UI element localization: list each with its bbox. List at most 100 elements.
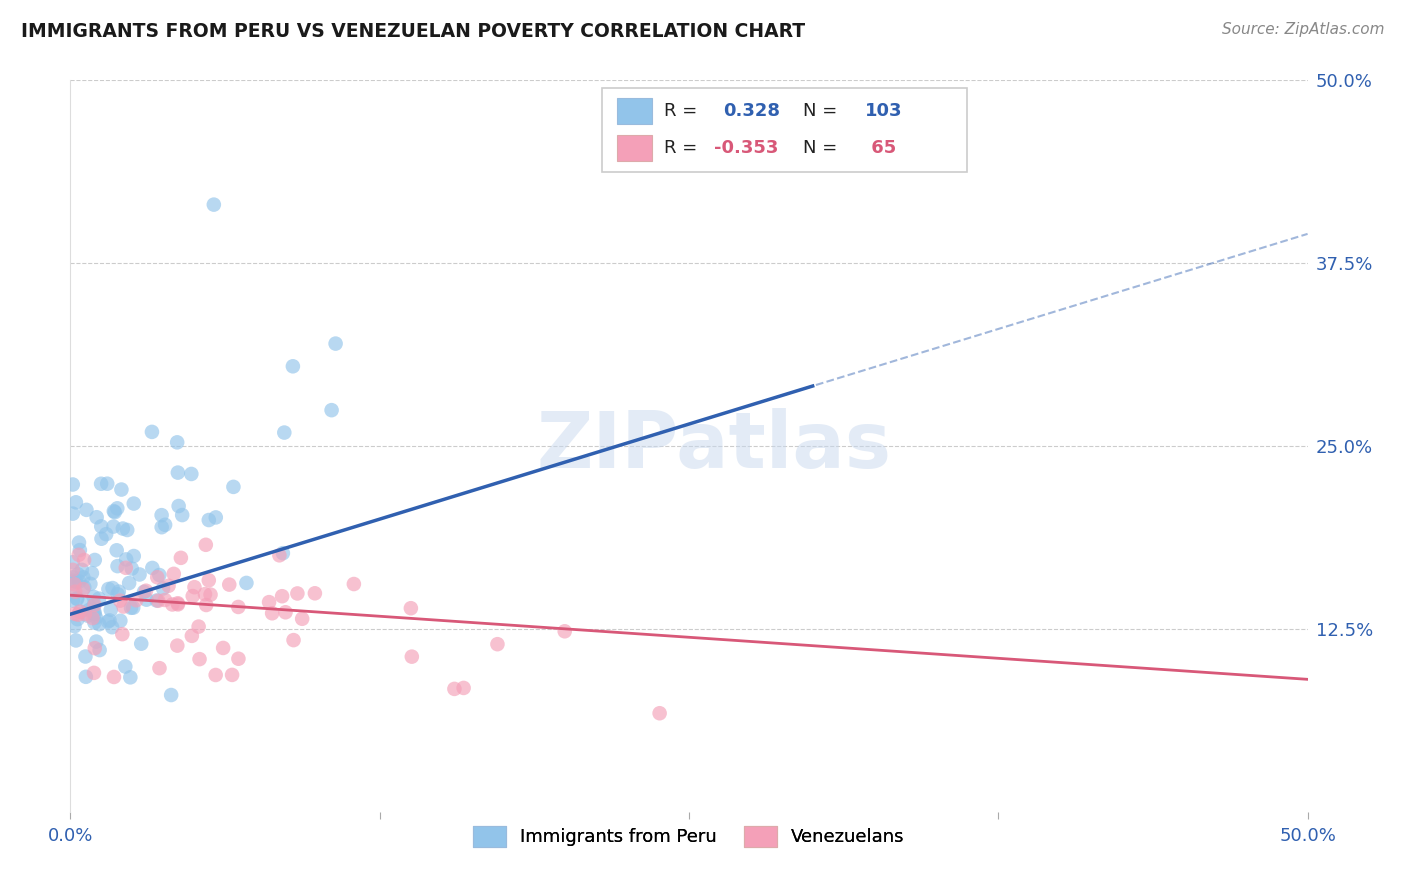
Point <box>269 549 291 563</box>
Text: N =: N = <box>803 139 842 157</box>
Point <box>115 552 138 566</box>
Point <box>107 559 129 574</box>
Point <box>202 197 225 211</box>
Point <box>222 480 245 494</box>
Point <box>79 577 101 591</box>
Point <box>67 574 90 589</box>
Point <box>73 553 96 567</box>
Text: 103: 103 <box>865 103 903 120</box>
Point <box>486 637 509 651</box>
Point <box>62 593 84 607</box>
Point <box>181 589 204 603</box>
Text: Source: ZipAtlas.com: Source: ZipAtlas.com <box>1222 22 1385 37</box>
Point <box>83 665 105 680</box>
Point <box>148 568 170 582</box>
Point <box>204 668 226 682</box>
Text: IMMIGRANTS FROM PERU VS VENEZUELAN POVERTY CORRELATION CHART: IMMIGRANTS FROM PERU VS VENEZUELAN POVER… <box>21 22 806 41</box>
Point <box>257 595 280 609</box>
Point <box>283 633 305 648</box>
Point <box>101 581 124 595</box>
Point <box>63 577 86 591</box>
Point <box>65 574 87 589</box>
FancyBboxPatch shape <box>617 98 652 124</box>
Point <box>228 651 250 665</box>
Point <box>69 543 91 558</box>
Point <box>321 403 343 417</box>
Point <box>72 582 94 596</box>
Point <box>204 510 226 524</box>
Point <box>80 566 103 581</box>
Point <box>235 576 257 591</box>
Point <box>114 561 136 575</box>
Point <box>107 587 129 601</box>
Point <box>112 599 135 614</box>
Point <box>274 605 297 619</box>
Point <box>66 612 89 626</box>
Point <box>83 599 105 613</box>
Point <box>271 589 294 603</box>
Point <box>273 425 295 440</box>
Point <box>291 612 314 626</box>
Point <box>146 570 169 584</box>
Point <box>98 614 121 628</box>
Point <box>90 532 112 546</box>
Point <box>325 336 347 351</box>
FancyBboxPatch shape <box>602 87 967 171</box>
Text: -0.353: -0.353 <box>714 139 778 157</box>
Point <box>443 681 465 696</box>
Point <box>115 523 138 537</box>
Point <box>97 615 120 629</box>
Text: ZIPatlas: ZIPatlas <box>536 408 891 484</box>
Point <box>304 586 326 600</box>
Point <box>66 567 89 582</box>
Point <box>94 527 117 541</box>
Point <box>162 598 184 612</box>
Point <box>87 591 110 606</box>
Point <box>166 435 188 450</box>
FancyBboxPatch shape <box>617 135 652 161</box>
Point <box>148 661 170 675</box>
Point <box>75 649 97 664</box>
Point <box>103 504 125 518</box>
Point <box>153 593 176 607</box>
Point <box>152 582 174 596</box>
Point <box>648 706 671 721</box>
Point <box>197 574 219 588</box>
Point <box>118 576 141 591</box>
Point <box>90 519 112 533</box>
Point <box>105 543 128 558</box>
Text: N =: N = <box>803 103 842 120</box>
Point <box>399 601 422 615</box>
Point <box>122 549 145 563</box>
Point <box>187 619 209 633</box>
Point <box>90 476 112 491</box>
Point <box>65 495 87 509</box>
Point <box>121 561 143 575</box>
Point <box>166 639 188 653</box>
Point <box>69 605 91 619</box>
Point <box>343 577 366 591</box>
Point <box>83 615 105 630</box>
Point <box>122 600 145 615</box>
Point <box>125 593 148 607</box>
Point <box>226 599 249 614</box>
Point <box>120 600 142 615</box>
Point <box>84 634 107 648</box>
Point <box>111 627 134 641</box>
Point <box>167 466 190 480</box>
Point <box>287 586 309 600</box>
Point <box>66 591 89 606</box>
Point <box>554 624 576 639</box>
Point <box>120 670 142 684</box>
Point <box>108 584 131 599</box>
Point <box>62 555 84 569</box>
Point <box>104 505 127 519</box>
Point <box>76 597 98 611</box>
Point <box>141 561 163 575</box>
Point <box>84 610 107 624</box>
Point <box>167 598 190 612</box>
Point <box>163 566 186 581</box>
Point <box>166 596 188 610</box>
Point <box>271 546 294 560</box>
Point <box>72 570 94 584</box>
